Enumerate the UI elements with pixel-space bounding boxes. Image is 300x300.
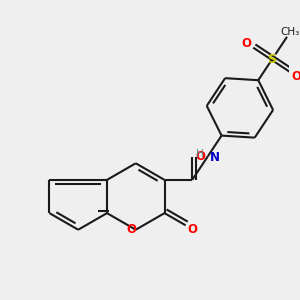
- Text: CH₃: CH₃: [280, 27, 300, 37]
- Text: N: N: [210, 151, 220, 164]
- Text: O: O: [242, 37, 252, 50]
- Text: O: O: [195, 150, 205, 163]
- Text: O: O: [126, 223, 136, 236]
- Text: O: O: [292, 70, 300, 83]
- Text: H: H: [196, 149, 204, 159]
- Text: S: S: [267, 53, 276, 66]
- Text: O: O: [187, 223, 197, 236]
